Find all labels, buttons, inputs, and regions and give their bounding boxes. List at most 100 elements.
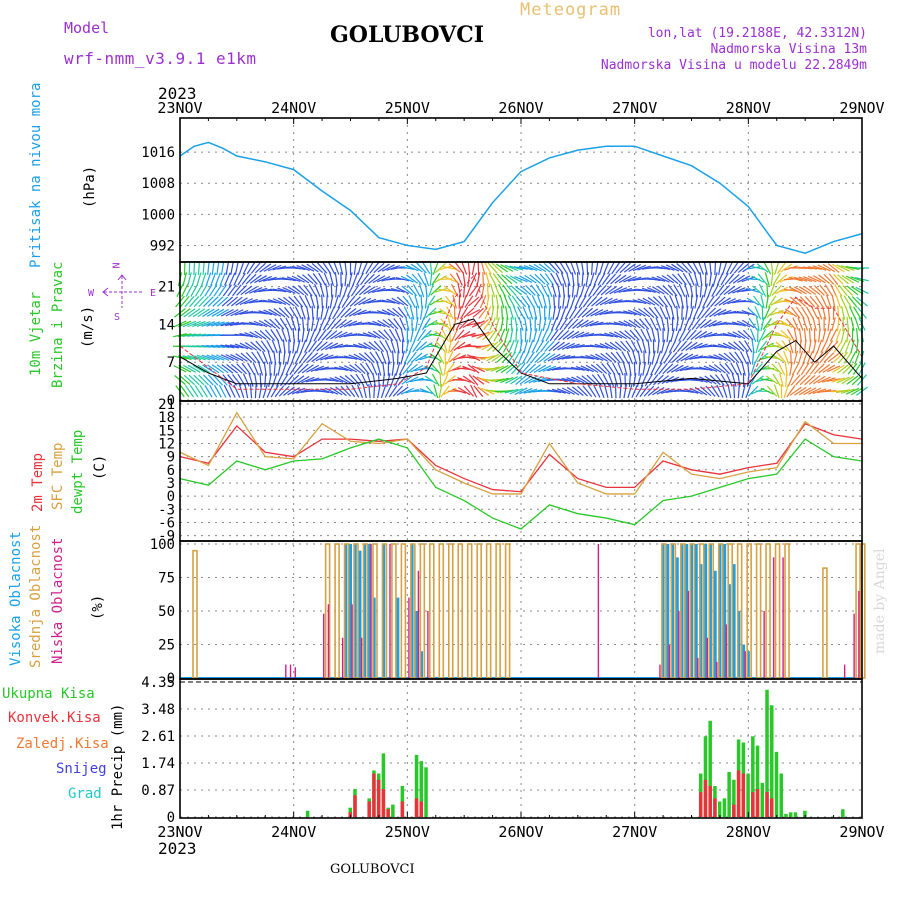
wind-barb bbox=[234, 309, 249, 316]
x-tick-label-bottom: 28NOV bbox=[726, 823, 771, 841]
wind-barb bbox=[238, 261, 245, 275]
wind-barb bbox=[473, 385, 484, 398]
wind-barb bbox=[395, 276, 410, 282]
high-cloud-bar bbox=[694, 544, 698, 678]
wind-barb bbox=[272, 298, 287, 305]
y-tick-label: 12 bbox=[158, 436, 175, 452]
wind-barb bbox=[846, 328, 850, 343]
lonlat: lon,lat (19.2188E, 42.3312N) bbox=[647, 26, 867, 41]
wind-barb bbox=[387, 318, 399, 330]
wind-barb bbox=[241, 362, 251, 375]
wind-barb bbox=[708, 364, 722, 373]
wind-barb bbox=[538, 352, 551, 363]
wind-barb bbox=[774, 322, 789, 326]
wind-barb bbox=[324, 377, 339, 383]
wind-barb bbox=[580, 332, 595, 338]
wind-barb bbox=[794, 286, 807, 295]
wind-barb bbox=[273, 308, 286, 318]
wind-barb bbox=[242, 261, 250, 275]
wind-barb bbox=[415, 353, 428, 362]
wind-barb bbox=[769, 283, 776, 298]
wind-barb bbox=[524, 363, 537, 375]
wind-barb bbox=[244, 322, 259, 326]
wind-barb bbox=[255, 340, 266, 353]
wind-barb bbox=[662, 285, 674, 296]
wind-barb bbox=[851, 286, 864, 295]
y-tick-label: -9 bbox=[158, 529, 175, 545]
wind-barb bbox=[230, 309, 244, 317]
wind-barb bbox=[319, 283, 325, 298]
wind-barb bbox=[559, 317, 568, 331]
precip-total-bar bbox=[414, 754, 419, 817]
wind-barb bbox=[194, 284, 203, 297]
wind-barb bbox=[342, 283, 349, 298]
wind-barb bbox=[502, 284, 512, 297]
wind-barb bbox=[757, 273, 768, 285]
wind-barb bbox=[710, 385, 720, 398]
wind-barb bbox=[803, 285, 817, 295]
wind-barb bbox=[619, 330, 632, 340]
high-cloud-bar bbox=[708, 544, 712, 678]
wind-barb bbox=[505, 376, 518, 384]
wind-barb bbox=[330, 330, 343, 340]
wind-barb bbox=[760, 317, 765, 331]
wind-barb bbox=[519, 375, 532, 385]
wind-barb bbox=[702, 295, 710, 309]
wind-barb bbox=[699, 319, 712, 329]
wind-barb bbox=[330, 386, 343, 396]
wind-barb bbox=[514, 276, 528, 283]
wind-barb bbox=[335, 319, 347, 329]
wind-barb bbox=[281, 361, 288, 376]
wind-barb bbox=[670, 305, 675, 320]
wind-barb bbox=[322, 261, 332, 275]
precip-conv-bar bbox=[367, 801, 371, 817]
wind-barb bbox=[390, 288, 405, 293]
high-cloud-bar bbox=[727, 584, 731, 678]
high-cloud-bar bbox=[349, 544, 352, 678]
wind-barb bbox=[358, 352, 371, 363]
high-cloud-bar bbox=[410, 544, 414, 678]
wind-barb bbox=[213, 384, 222, 398]
wind-barb bbox=[334, 376, 348, 384]
wind-barb bbox=[793, 350, 799, 365]
precip-total-bar bbox=[419, 761, 424, 817]
y-tick-label: 0 bbox=[167, 393, 175, 409]
wind-barb bbox=[220, 260, 225, 276]
wind-barb bbox=[635, 384, 644, 398]
wind-barb bbox=[656, 265, 671, 271]
wind-barb bbox=[603, 261, 610, 275]
wind-barb bbox=[623, 320, 637, 328]
wind-barb bbox=[692, 306, 700, 320]
wind-barb bbox=[836, 264, 850, 272]
wind-barb bbox=[805, 362, 815, 375]
dewpt-line bbox=[179, 438, 863, 530]
y-tick-label: 18 bbox=[158, 410, 175, 426]
wind-barb bbox=[222, 284, 232, 297]
wind-barb bbox=[809, 362, 820, 375]
wind-barb bbox=[797, 350, 804, 365]
wind-barb bbox=[741, 384, 746, 399]
wind-barb bbox=[690, 330, 702, 341]
wind-barb bbox=[607, 261, 615, 275]
wind-barb bbox=[448, 352, 461, 363]
wind-barb bbox=[520, 328, 522, 343]
wind-barb bbox=[290, 350, 297, 365]
wind-barb bbox=[746, 287, 760, 293]
wind-barb bbox=[511, 295, 521, 308]
wind-barb bbox=[259, 330, 271, 341]
wind-barb bbox=[431, 373, 440, 387]
wind-barb bbox=[586, 260, 589, 276]
wind-barb bbox=[200, 272, 207, 287]
wind-barb bbox=[428, 310, 443, 316]
wind-barb bbox=[213, 284, 223, 297]
wind-barb bbox=[699, 283, 703, 298]
wind-barb bbox=[253, 287, 268, 294]
wind-barb bbox=[500, 317, 504, 331]
wind-barb bbox=[179, 295, 190, 308]
wind-barb bbox=[845, 387, 860, 395]
wind-barb bbox=[772, 272, 781, 286]
low-cloud-bar bbox=[858, 590, 860, 678]
wind-barb bbox=[247, 362, 256, 376]
wind-barb bbox=[538, 365, 552, 373]
wind-barb bbox=[345, 295, 356, 308]
